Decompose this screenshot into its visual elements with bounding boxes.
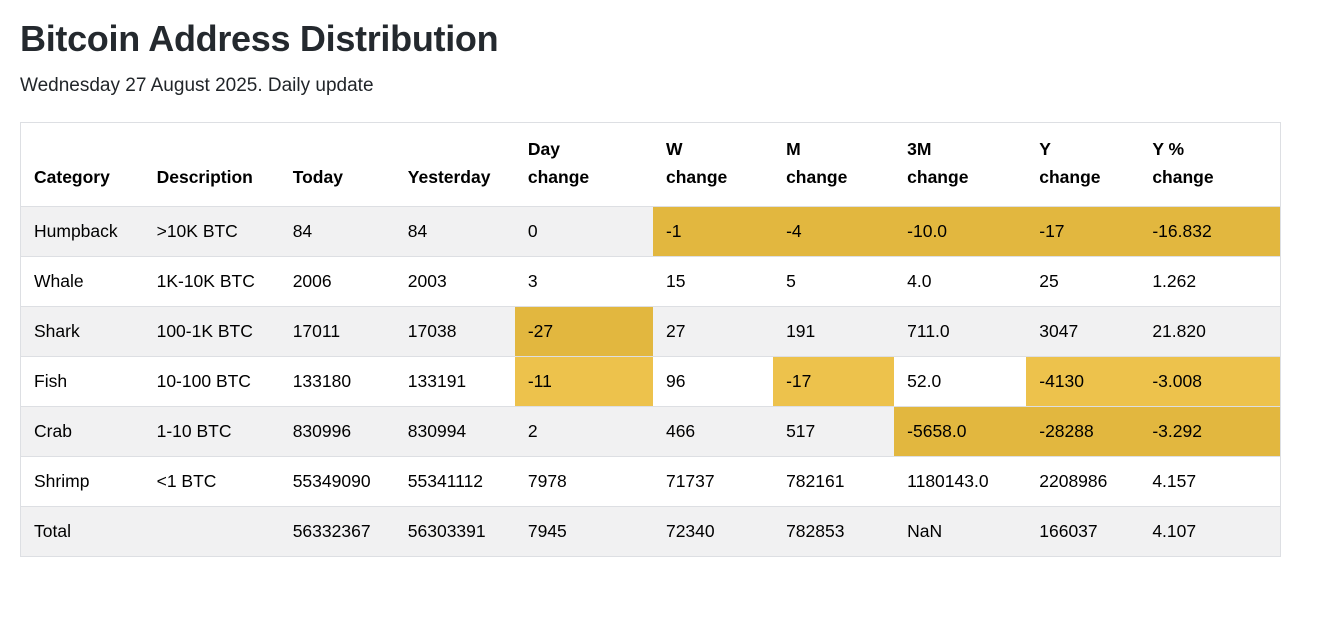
cell-fish-description: 10-100 BTC <box>143 356 280 407</box>
cell-crab-day: 2 <box>514 406 653 457</box>
table-row-fish: Fish 10-100 BTC 133180 133191 -11 96 -17 52.0 -4… <box>20 356 1281 407</box>
table-row-total: Total 56332367 56303391 7945 72340 782853 NaN 1… <box>20 506 1281 557</box>
cell-total-yesterday: 56303391 <box>394 506 515 557</box>
cell-humpback-description: >10K BTC <box>143 206 280 257</box>
cell-fish-category: Fish <box>20 356 144 407</box>
cell-crab-ypct: -3.292 <box>1139 406 1281 457</box>
cell-humpback-m3: -10.0 <box>894 206 1027 257</box>
column-header-description: Description <box>143 122 280 207</box>
cell-humpback-w: -1 <box>652 206 774 257</box>
cell-total-y: 166037 <box>1026 506 1140 557</box>
cell-shark-w: 27 <box>652 306 774 357</box>
column-header-m3: 3M change <box>894 122 1027 207</box>
cell-shark-today: 17011 <box>279 306 395 357</box>
cell-shark-day: -27 <box>514 306 653 357</box>
cell-total-w: 72340 <box>652 506 774 557</box>
bitcoin-address-table: Category Description Today Yesterday Day cha… <box>20 122 1281 558</box>
cell-crab-w: 466 <box>652 406 774 457</box>
cell-shrimp-y: 2208986 <box>1026 456 1140 507</box>
table-row-humpback: Humpback >10K BTC 84 84 0 -1 -4 -10.0 -17 -16.832 <box>20 206 1281 257</box>
cell-fish-m: -17 <box>773 356 895 407</box>
page-title: Bitcoin Address Distribution <box>20 18 499 59</box>
cell-shrimp-today: 55349090 <box>279 456 395 507</box>
table-row-whale: Whale 1K-10K BTC 2006 2003 3 15 5 4.0 25 1.262 <box>20 256 1281 307</box>
column-header-day: Day change <box>514 122 653 207</box>
cell-fish-y: -4130 <box>1026 356 1140 407</box>
cell-humpback-y: -17 <box>1026 206 1140 257</box>
cell-whale-m: 5 <box>773 256 895 307</box>
cell-total-today: 56332367 <box>279 506 395 557</box>
column-header-category: Category <box>20 122 144 207</box>
cell-total-ypct: 4.107 <box>1139 506 1281 557</box>
cell-fish-day: -11 <box>514 356 653 407</box>
cell-shrimp-w: 71737 <box>652 456 774 507</box>
table-row-shark: Shark 100-1K BTC 17011 17038 -27 27 191 711.0 30… <box>20 306 1281 357</box>
cell-crab-category: Crab <box>20 406 144 457</box>
cell-shark-y: 3047 <box>1026 306 1140 357</box>
page: Bitcoin Address Distribution Wednesday 2… <box>20 18 1281 558</box>
cell-shark-m3: 711.0 <box>894 306 1027 357</box>
cell-humpback-yesterday: 84 <box>394 206 515 257</box>
cell-whale-today: 2006 <box>279 256 395 307</box>
cell-whale-y: 25 <box>1026 256 1140 307</box>
cell-whale-ypct: 1.262 <box>1139 256 1281 307</box>
cell-shrimp-description: <1 BTC <box>143 456 280 507</box>
cell-fish-today: 133180 <box>279 356 395 407</box>
cell-fish-yesterday: 133191 <box>394 356 515 407</box>
cell-whale-m3: 4.0 <box>894 256 1027 307</box>
table-row-crab: Crab 1-10 BTC 830996 830994 2 466 517 -5658.0 -2… <box>20 406 1281 457</box>
cell-humpback-day: 0 <box>514 206 653 257</box>
column-header-y: Y change <box>1026 122 1140 207</box>
cell-crab-m3: -5658.0 <box>894 406 1027 457</box>
table-body: Humpback >10K BTC 84 84 0 -1 -4 -10.0 -17 -16.832… <box>20 206 1281 557</box>
cell-total-m: 782853 <box>773 506 895 557</box>
cell-humpback-category: Humpback <box>20 206 144 257</box>
cell-total-day: 7945 <box>514 506 653 557</box>
column-header-today: Today <box>279 122 395 207</box>
cell-shark-yesterday: 17038 <box>394 306 515 357</box>
cell-shrimp-ypct: 4.157 <box>1139 456 1281 507</box>
cell-crab-description: 1-10 BTC <box>143 406 280 457</box>
cell-shark-m: 191 <box>773 306 895 357</box>
cell-whale-day: 3 <box>514 256 653 307</box>
cell-total-m3: NaN <box>894 506 1027 557</box>
cell-shrimp-m3: 1180143.0 <box>894 456 1027 507</box>
cell-shrimp-m: 782161 <box>773 456 895 507</box>
cell-whale-yesterday: 2003 <box>394 256 515 307</box>
cell-whale-category: Whale <box>20 256 144 307</box>
cell-fish-ypct: -3.008 <box>1139 356 1281 407</box>
cell-shark-description: 100-1K BTC <box>143 306 280 357</box>
cell-fish-m3: 52.0 <box>894 356 1027 407</box>
cell-fish-w: 96 <box>652 356 774 407</box>
cell-total-description <box>143 506 280 557</box>
cell-whale-description: 1K-10K BTC <box>143 256 280 307</box>
cell-humpback-ypct: -16.832 <box>1139 206 1281 257</box>
cell-shrimp-day: 7978 <box>514 456 653 507</box>
cell-shark-ypct: 21.820 <box>1139 306 1281 357</box>
page-subtitle: Wednesday 27 August 2025. Daily update <box>20 75 374 97</box>
cell-shrimp-category: Shrimp <box>20 456 144 507</box>
cell-crab-today: 830996 <box>279 406 395 457</box>
column-header-yesterday: Yesterday <box>394 122 515 207</box>
cell-shark-category: Shark <box>20 306 144 357</box>
column-header-m: M change <box>773 122 895 207</box>
cell-crab-yesterday: 830994 <box>394 406 515 457</box>
cell-whale-w: 15 <box>652 256 774 307</box>
cell-humpback-m: -4 <box>773 206 895 257</box>
column-header-w: W change <box>652 122 774 207</box>
cell-humpback-today: 84 <box>279 206 395 257</box>
table-row-shrimp: Shrimp <1 BTC 55349090 55341112 7978 71737 782… <box>20 456 1281 507</box>
cell-crab-y: -28288 <box>1026 406 1140 457</box>
cell-total-category: Total <box>20 506 144 557</box>
header-row: Category Description Today Yesterday Day cha… <box>20 122 1281 207</box>
cell-shrimp-yesterday: 55341112 <box>394 456 515 507</box>
column-header-ypct: Y % change <box>1139 122 1281 207</box>
cell-crab-m: 517 <box>773 406 895 457</box>
